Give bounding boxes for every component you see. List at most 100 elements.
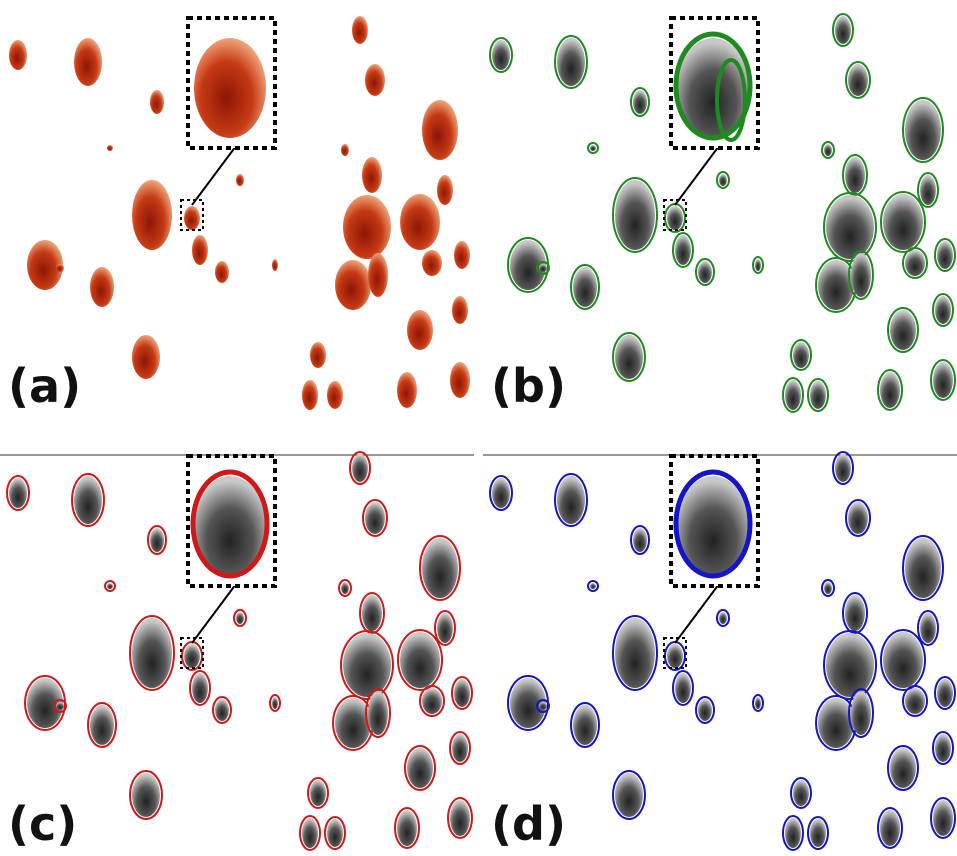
droplet xyxy=(437,175,453,205)
droplet xyxy=(880,372,900,408)
droplet xyxy=(341,144,349,156)
droplet xyxy=(302,818,318,848)
droplet xyxy=(848,502,868,534)
droplet xyxy=(365,64,385,96)
droplet xyxy=(452,734,468,762)
droplet xyxy=(450,362,470,398)
droplet xyxy=(90,267,114,307)
droplet xyxy=(890,310,916,350)
droplet xyxy=(452,296,468,324)
droplet xyxy=(793,780,809,806)
droplet xyxy=(826,633,874,697)
droplet xyxy=(615,180,655,250)
arrow xyxy=(192,584,236,643)
droplet xyxy=(848,64,868,96)
droplet xyxy=(343,195,391,259)
droplet xyxy=(272,259,278,271)
droplet xyxy=(905,100,941,160)
droplet xyxy=(835,16,851,44)
droplet xyxy=(132,773,160,817)
droplet xyxy=(755,259,761,271)
droplet xyxy=(422,688,442,714)
droplet xyxy=(615,618,655,688)
droplet xyxy=(824,582,832,594)
droplet xyxy=(573,267,597,307)
droplet xyxy=(810,819,826,847)
droplet xyxy=(335,260,371,310)
droplet xyxy=(933,800,953,836)
droplet xyxy=(150,90,164,114)
droplet xyxy=(74,38,102,86)
droplet xyxy=(492,40,510,70)
droplet xyxy=(422,100,458,160)
droplet xyxy=(615,335,643,379)
droplet xyxy=(675,673,691,703)
droplet xyxy=(400,632,440,688)
droplet xyxy=(785,380,801,410)
droplet xyxy=(539,702,547,710)
panel-label: (c) xyxy=(8,797,77,851)
droplet xyxy=(880,810,900,846)
droplet xyxy=(905,538,941,598)
droplet xyxy=(824,144,832,156)
droplet xyxy=(492,478,510,508)
droplet xyxy=(150,528,164,552)
droplet xyxy=(397,372,417,408)
droplet xyxy=(192,673,208,703)
droplet xyxy=(352,16,368,44)
droplet xyxy=(368,691,388,735)
droplet xyxy=(310,780,326,806)
droplet xyxy=(905,688,925,714)
droplet xyxy=(667,644,683,668)
droplet xyxy=(633,90,647,114)
droplet xyxy=(557,476,585,524)
arrow xyxy=(192,146,236,205)
droplet xyxy=(590,583,596,589)
figure: (a)(b) (c) (d) xyxy=(0,0,957,856)
droplet xyxy=(573,705,597,745)
droplet xyxy=(362,595,382,631)
droplet xyxy=(793,342,809,368)
droplet xyxy=(107,583,113,589)
droplet xyxy=(437,613,453,643)
droplet xyxy=(933,362,953,398)
droplet xyxy=(851,691,871,735)
droplet xyxy=(539,264,547,272)
droplet xyxy=(667,206,683,230)
droplet xyxy=(633,528,647,552)
droplet xyxy=(56,702,64,710)
droplet xyxy=(905,250,925,276)
panel-label: (d) xyxy=(491,797,566,851)
droplet xyxy=(785,818,801,848)
droplet xyxy=(132,180,172,250)
droplet xyxy=(937,679,953,707)
droplet xyxy=(407,310,433,350)
droplet xyxy=(107,145,113,151)
droplet xyxy=(615,773,643,817)
droplet xyxy=(851,253,871,297)
inset-droplet xyxy=(194,38,266,138)
droplet xyxy=(327,819,343,847)
droplet xyxy=(920,175,936,205)
droplet xyxy=(74,476,102,524)
droplet xyxy=(56,264,64,272)
droplet xyxy=(184,644,200,668)
droplet xyxy=(935,296,951,324)
droplet xyxy=(362,157,382,193)
panel: (b) xyxy=(490,14,955,413)
droplet xyxy=(132,618,172,688)
droplet xyxy=(272,697,278,709)
droplet xyxy=(890,748,916,788)
droplet xyxy=(236,612,244,624)
droplet xyxy=(719,612,727,624)
panel: (a) xyxy=(8,16,470,413)
droplet xyxy=(835,454,851,482)
droplet xyxy=(352,454,368,482)
droplet xyxy=(845,157,865,193)
droplet xyxy=(826,195,874,259)
droplet xyxy=(719,174,727,186)
droplet xyxy=(935,734,951,762)
droplet xyxy=(920,613,936,643)
droplet xyxy=(407,748,433,788)
droplet xyxy=(883,632,923,688)
